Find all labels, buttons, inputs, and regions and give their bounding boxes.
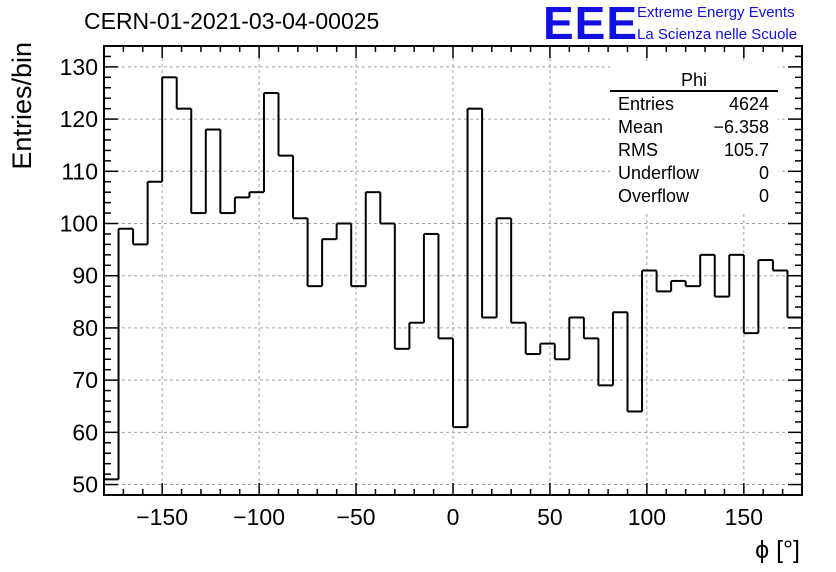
x-axis-label: ϕ [°] — [755, 536, 800, 564]
y-tick-label: 130 — [60, 54, 98, 80]
x-tick-label: −150 — [136, 504, 188, 530]
y-tick-label: 100 — [60, 211, 98, 237]
x-tick-label: 0 — [447, 504, 460, 530]
stats-row-label: RMS — [618, 140, 658, 160]
stats-row-value: 0 — [759, 163, 769, 183]
logo-line-2: La Scienza nelle Scuole — [637, 26, 798, 43]
logo-line-1: Extreme Energy Events — [637, 4, 795, 21]
stats-row-value: 4624 — [729, 94, 769, 114]
eee-logo: EEE — [543, 0, 639, 49]
y-tick-label: 60 — [72, 419, 98, 445]
x-tick-label: −100 — [233, 504, 285, 530]
stats-row-label: Mean — [618, 117, 663, 137]
stats-box-title: Phi — [681, 70, 707, 90]
chart-title: CERN-01-2021-03-04-00025 — [84, 8, 380, 34]
y-tick-label: 110 — [61, 158, 98, 184]
x-tick-label: 150 — [725, 504, 763, 530]
stats-box-bg — [610, 64, 778, 214]
x-tick-label: 100 — [628, 504, 666, 530]
histogram-series — [104, 76, 802, 481]
stats-row-value: −6.358 — [713, 117, 769, 137]
stats-row-value: 0 — [759, 186, 769, 206]
stats-row-label: Entries — [618, 94, 674, 114]
y-tick-label: 70 — [72, 367, 98, 393]
axes: −150 −100 −50 0 50 100 150 50 60 70 80 90 100 110 120 1… — [7, 42, 803, 564]
stats-row-label: Overflow — [618, 186, 690, 206]
y-tick-label: 50 — [72, 472, 98, 498]
y-tick-label: 80 — [72, 315, 98, 341]
y-tick-label: 90 — [72, 263, 98, 289]
x-tick-label: −50 — [337, 504, 376, 530]
y-tick-label: 120 — [60, 106, 98, 132]
stats-row-label: Underflow — [618, 163, 700, 183]
stats-box: Phi Entries 4624 Mean −6.358 RMS 105.7 Underflo… — [610, 64, 778, 214]
x-tick-label: 50 — [537, 504, 563, 530]
stats-row-value: 105.7 — [724, 140, 769, 160]
y-axis-label: Entries/bin — [7, 42, 37, 170]
